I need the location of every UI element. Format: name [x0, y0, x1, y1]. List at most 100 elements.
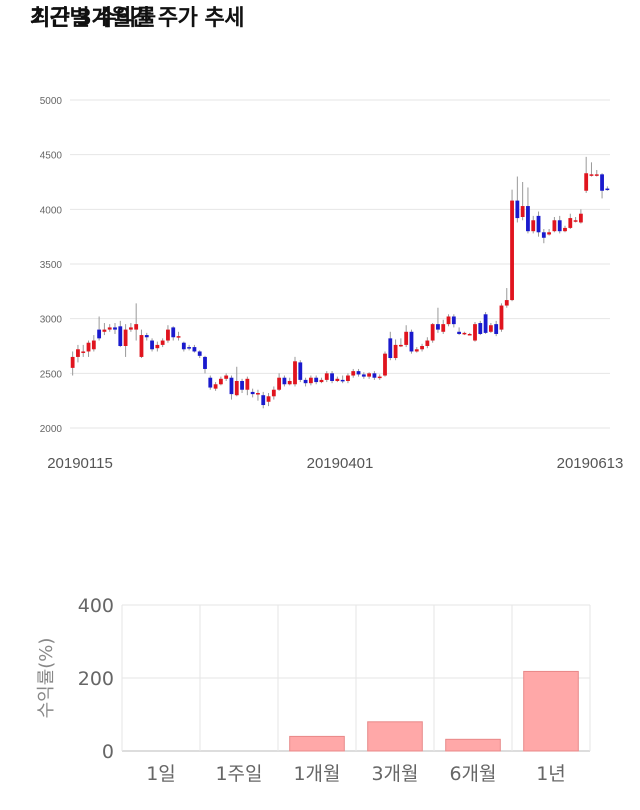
price-y-tick-label: 4500	[40, 151, 63, 162]
candle-body	[478, 323, 483, 334]
candle-body	[552, 220, 557, 232]
candle-body	[499, 305, 504, 330]
candle-body	[346, 375, 350, 381]
candle-body	[584, 173, 589, 191]
candle-body	[541, 232, 546, 238]
candle-body	[76, 349, 80, 357]
candle-body	[229, 377, 234, 395]
price-y-tick-label: 5000	[40, 96, 63, 107]
returns-y-tick-label: 200	[78, 668, 114, 690]
candle-body	[409, 331, 414, 352]
candle-body	[420, 346, 424, 350]
candle-body	[340, 379, 345, 382]
candle-body	[473, 324, 477, 341]
candle-body	[536, 215, 541, 233]
candle-body	[351, 371, 356, 376]
candle-body	[377, 376, 382, 379]
candle-body	[118, 326, 123, 346]
candle-body	[287, 380, 292, 385]
candle-body	[600, 174, 604, 191]
candle-body	[139, 335, 144, 357]
candle-body	[494, 324, 499, 334]
candle-body	[208, 377, 213, 388]
candle-body	[367, 373, 372, 377]
candle-body	[166, 329, 170, 341]
candle-body	[398, 344, 403, 347]
candle-body	[467, 333, 472, 336]
candle-body	[414, 349, 419, 352]
candle-body	[451, 316, 456, 325]
candle-body	[224, 375, 229, 379]
candle-body	[123, 329, 128, 346]
candle-body	[102, 329, 107, 332]
candle-body	[483, 314, 488, 333]
candle-body	[266, 396, 271, 402]
candle-body	[594, 174, 599, 176]
candle-body	[605, 188, 610, 191]
candle-body	[335, 378, 340, 381]
returns-y-axis-label: 수익률(%)	[36, 638, 57, 719]
candle-body	[303, 379, 308, 384]
returns-bar	[523, 670, 579, 752]
candle-body	[393, 344, 398, 359]
price-trend-title: 최근 3개월간 주가 추세	[30, 6, 244, 31]
returns-category-label: 6개월	[449, 763, 496, 785]
price-y-tick-label: 3500	[40, 260, 63, 271]
returns-title: 기간별 수익률	[30, 6, 156, 31]
candle-body	[372, 373, 377, 378]
candle-body	[441, 324, 446, 332]
candle-body	[319, 379, 324, 383]
candle-body	[277, 377, 282, 390]
candle-body	[155, 344, 160, 349]
candle-body	[144, 335, 149, 338]
price-x-tick-label: 20190115	[47, 455, 113, 472]
candle-body	[462, 332, 467, 335]
candle-body	[282, 377, 287, 385]
returns-bar	[367, 721, 423, 752]
candle-body	[547, 232, 552, 235]
price-y-tick-label: 2500	[40, 369, 63, 380]
returns-bar	[445, 738, 501, 752]
candle-body	[589, 174, 594, 176]
candle-body	[324, 373, 329, 380]
candle-body	[510, 200, 514, 301]
candle-body	[245, 378, 250, 390]
candle-body	[330, 373, 334, 381]
price-y-tick-label: 3000	[40, 315, 63, 326]
candle-body	[171, 327, 176, 338]
candle-body	[383, 353, 387, 376]
candle-body	[361, 374, 366, 377]
candle-body	[404, 331, 409, 345]
returns-bar	[289, 735, 345, 752]
returns-y-tick-label: 400	[78, 595, 114, 617]
candle-body	[531, 220, 536, 232]
price-candlestick-chart: 2000 2500 3000 3500 4000 4500 5000 20190115 201…	[40, 96, 624, 472]
candle-body	[314, 377, 319, 383]
candle-body	[271, 389, 276, 397]
candle-body	[150, 340, 154, 350]
candle-body	[113, 327, 117, 330]
candle-body	[107, 327, 112, 330]
candle-body	[256, 393, 260, 395]
candle-body	[134, 324, 139, 330]
returns-y-tick-label: 0	[102, 741, 114, 763]
candle-body	[176, 336, 181, 338]
candle-body	[197, 351, 202, 356]
candle-body	[213, 384, 218, 389]
candle-body	[91, 340, 96, 350]
candle-body	[234, 380, 239, 396]
candle-body	[488, 325, 493, 332]
candle-body	[81, 351, 86, 353]
price-x-tick-label: 20190401	[307, 455, 374, 472]
price-y-tick-label: 2000	[40, 424, 63, 435]
candle-body	[240, 380, 244, 390]
candle-body	[203, 356, 207, 369]
returns-category-label: 1일	[146, 763, 176, 785]
candle-body	[250, 391, 255, 395]
candle-body	[573, 220, 578, 222]
candle-body	[388, 338, 393, 359]
candle-body	[308, 377, 313, 384]
candle-body	[293, 361, 297, 385]
candle-body	[160, 340, 165, 345]
